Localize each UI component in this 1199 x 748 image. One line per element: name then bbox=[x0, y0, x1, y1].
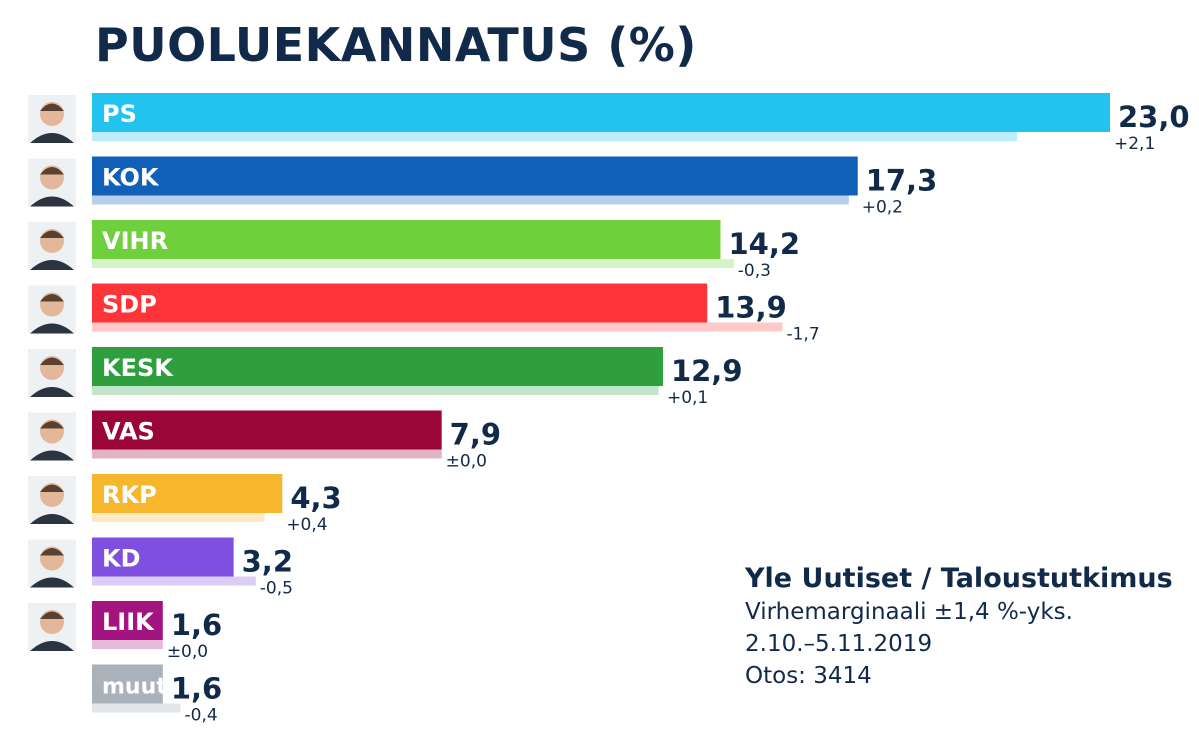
value-label: 4,3 bbox=[290, 481, 341, 515]
party-bar bbox=[92, 664, 163, 704]
value-label: 14,2 bbox=[729, 227, 801, 261]
avatar-shoulders bbox=[30, 514, 74, 524]
party-bar bbox=[92, 347, 663, 386]
previous-bar bbox=[92, 449, 442, 459]
value-label: 7,9 bbox=[450, 418, 501, 452]
leader-avatar bbox=[28, 349, 76, 397]
party-label: VAS bbox=[102, 418, 155, 446]
avatar-hair bbox=[40, 230, 64, 238]
party-label: muut bbox=[102, 675, 167, 700]
party-label: KESK bbox=[102, 354, 174, 382]
previous-bar bbox=[92, 386, 659, 395]
source-block: Yle Uutiset / Taloustutkimus Virhemargin… bbox=[745, 562, 1173, 692]
source-sample-line: Otos: 3414 bbox=[745, 663, 872, 689]
value-label: 3,2 bbox=[242, 545, 293, 579]
avatar-hair bbox=[40, 167, 64, 175]
value-label: 17,3 bbox=[866, 164, 938, 198]
party-bar bbox=[92, 474, 283, 513]
avatar-shoulders bbox=[30, 196, 74, 207]
avatar-hair bbox=[40, 611, 64, 619]
party-label: PS bbox=[102, 100, 137, 128]
previous-bar bbox=[92, 640, 163, 649]
leader-avatar bbox=[28, 603, 76, 651]
party-bar bbox=[92, 93, 1110, 132]
avatar-shoulders bbox=[30, 577, 74, 588]
change-label: +2,1 bbox=[1114, 134, 1155, 154]
leader-avatar bbox=[28, 158, 76, 207]
previous-bar bbox=[92, 703, 181, 713]
party-bar bbox=[92, 601, 163, 640]
avatar-hair bbox=[40, 484, 64, 492]
party-bar bbox=[92, 410, 442, 450]
party-bar bbox=[92, 537, 234, 577]
value-label: 23,0 bbox=[1118, 100, 1190, 134]
avatar-shoulders bbox=[30, 323, 74, 334]
previous-bar bbox=[92, 513, 265, 522]
change-label: +0,1 bbox=[667, 388, 708, 408]
party-label: LIIK bbox=[102, 608, 155, 636]
change-label: -1,7 bbox=[786, 325, 819, 345]
avatar-shoulders bbox=[30, 133, 74, 143]
previous-bar bbox=[92, 259, 734, 268]
value-label: 12,9 bbox=[671, 354, 743, 388]
party-bar bbox=[92, 156, 858, 196]
leader-avatar bbox=[28, 476, 76, 524]
party-label: VIHR bbox=[102, 227, 168, 255]
value-label: 1,6 bbox=[171, 672, 222, 706]
avatar-hair bbox=[40, 421, 64, 429]
avatar-shoulders bbox=[30, 387, 74, 397]
previous-bar bbox=[92, 576, 256, 586]
avatar-hair bbox=[40, 294, 64, 302]
party-label: RKP bbox=[102, 481, 157, 509]
avatar-shoulders bbox=[30, 641, 74, 651]
leader-avatar bbox=[28, 539, 76, 588]
change-label: +0,2 bbox=[862, 198, 903, 218]
avatar-shoulders bbox=[30, 260, 74, 270]
leader-avatar bbox=[28, 95, 76, 143]
value-label: 13,9 bbox=[715, 291, 787, 325]
party-label: SDP bbox=[102, 291, 157, 319]
leader-avatar bbox=[28, 285, 76, 334]
avatar-hair bbox=[40, 357, 64, 365]
change-label: ±0,0 bbox=[167, 642, 208, 662]
change-label: -0,5 bbox=[260, 579, 293, 599]
avatar-hair bbox=[40, 103, 64, 111]
change-label: -0,4 bbox=[185, 706, 218, 726]
party-bar bbox=[92, 220, 721, 259]
leader-avatar bbox=[28, 222, 76, 270]
previous-bar bbox=[92, 195, 849, 205]
previous-bar bbox=[92, 132, 1018, 141]
change-label: ±0,0 bbox=[446, 452, 487, 472]
leader-avatar bbox=[28, 412, 76, 461]
avatar-shoulders bbox=[30, 450, 74, 461]
change-label: +0,4 bbox=[286, 515, 327, 535]
avatar-hair bbox=[40, 548, 64, 556]
change-label: -0,3 bbox=[738, 261, 771, 281]
chart-title: PUOLUEKANNATUS (%) bbox=[95, 18, 697, 72]
source-date-line: 2.10.–5.11.2019 bbox=[745, 631, 933, 657]
party-label: KD bbox=[102, 545, 141, 573]
source-margin-line: Virhemarginaali ±1,4 %-yks. bbox=[745, 599, 1073, 625]
party-bar bbox=[92, 283, 708, 323]
value-label: 1,6 bbox=[171, 608, 222, 642]
previous-bar bbox=[92, 322, 783, 332]
party-label: KOK bbox=[102, 164, 160, 192]
source-title: Yle Uutiset / Taloustutkimus bbox=[745, 563, 1173, 594]
